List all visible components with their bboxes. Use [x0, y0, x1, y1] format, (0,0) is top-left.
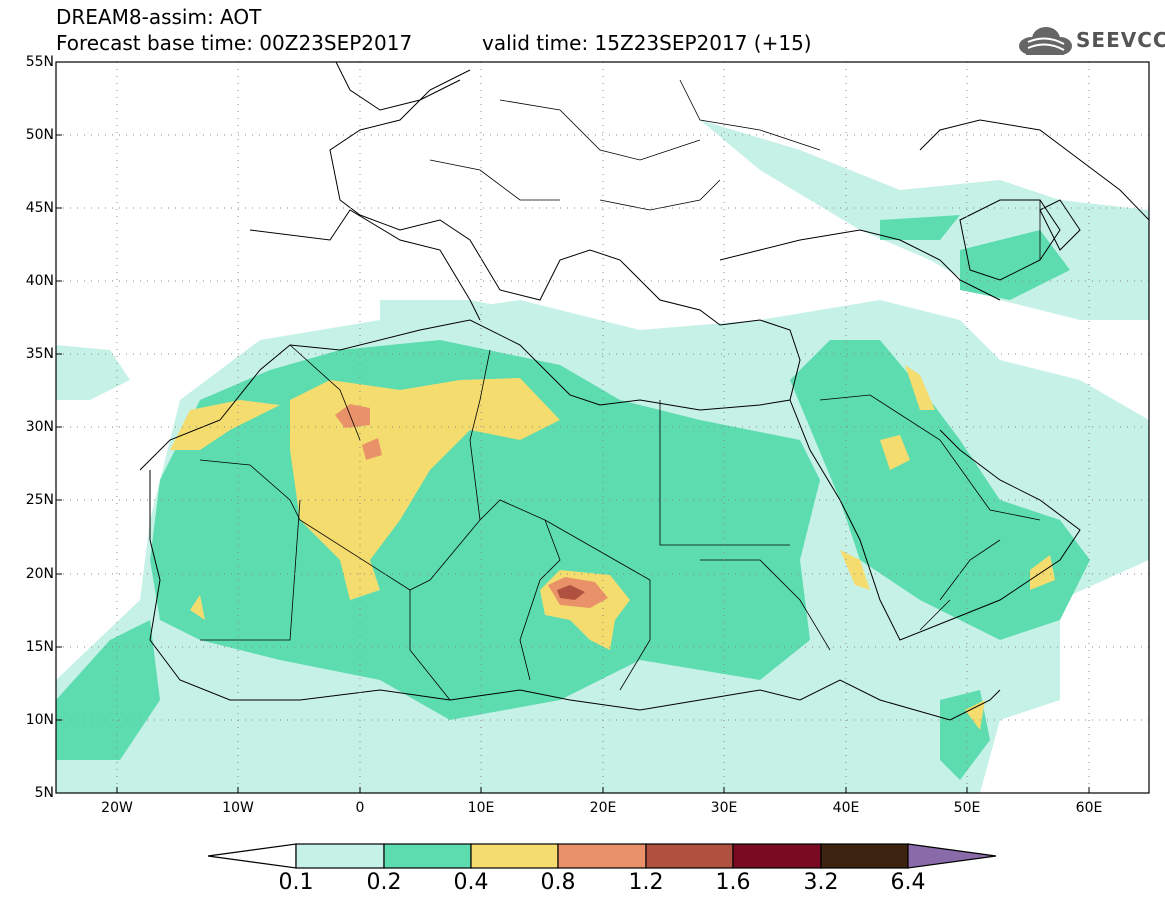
colorbar-label: 3.2 — [803, 870, 839, 895]
colorbar-high-arrow — [907, 843, 997, 869]
colorbar-label: 0.1 — [278, 870, 314, 895]
lat-label: 55N — [25, 54, 54, 70]
lat-label: 40N — [25, 273, 54, 289]
chart-title: DREAM8-assim: AOT — [56, 5, 262, 29]
seevccc-logo: SEEVCCC — [1016, 24, 1165, 58]
lat-label: 50N — [25, 127, 54, 143]
colorbar-label: 6.4 — [890, 870, 926, 895]
aot-band-1-2 — [557, 585, 585, 600]
colorbar-bin — [383, 843, 472, 869]
lat-label: 45N — [25, 200, 54, 216]
colorbar-label: 1.2 — [628, 870, 664, 895]
aot-map — [55, 61, 1150, 794]
forecast-base-time: Forecast base time: 00Z23SEP2017 — [56, 31, 413, 55]
lon-label: 0 — [355, 800, 365, 816]
lon-label: 40E — [832, 800, 860, 816]
lon-label: 10W — [222, 800, 254, 816]
colorbar-label: 0.2 — [366, 870, 402, 895]
lon-label: 20E — [589, 800, 617, 816]
aot-field — [56, 62, 1149, 793]
lat-label: 30N — [25, 419, 54, 435]
borders — [199, 79, 1041, 701]
lon-label: 10E — [467, 800, 495, 816]
colorbar-label: 0.4 — [453, 870, 489, 895]
lat-label: 35N — [25, 346, 54, 362]
colorbar-bin — [645, 843, 734, 869]
lat-label: 15N — [25, 639, 54, 655]
valid-time: valid time: 15Z23SEP2017 (+15) — [482, 31, 812, 55]
lat-label: 20N — [25, 566, 54, 582]
lon-label: 30E — [710, 800, 738, 816]
colorbar-bin — [732, 843, 822, 869]
logo-text: SEEVCCC — [1076, 28, 1165, 52]
cloud-icon — [1019, 27, 1072, 55]
lat-label: 5N — [34, 785, 54, 801]
gridlines — [56, 62, 1149, 793]
axis-ticks — [56, 61, 1090, 794]
colorbar-bin — [557, 843, 647, 869]
colorbar-bin — [470, 843, 559, 869]
colorbar-label: 0.8 — [540, 870, 576, 895]
colorbar-label: 1.6 — [715, 870, 751, 895]
lon-label: 50E — [953, 800, 981, 816]
lon-label: 60E — [1075, 800, 1103, 816]
lat-label: 10N — [25, 712, 54, 728]
lon-label: 20W — [101, 800, 133, 816]
colorbar-bin — [820, 843, 909, 869]
lat-label: 25N — [25, 492, 54, 508]
colorbar-bin — [295, 843, 385, 869]
colorbar-low-arrow — [207, 843, 297, 869]
